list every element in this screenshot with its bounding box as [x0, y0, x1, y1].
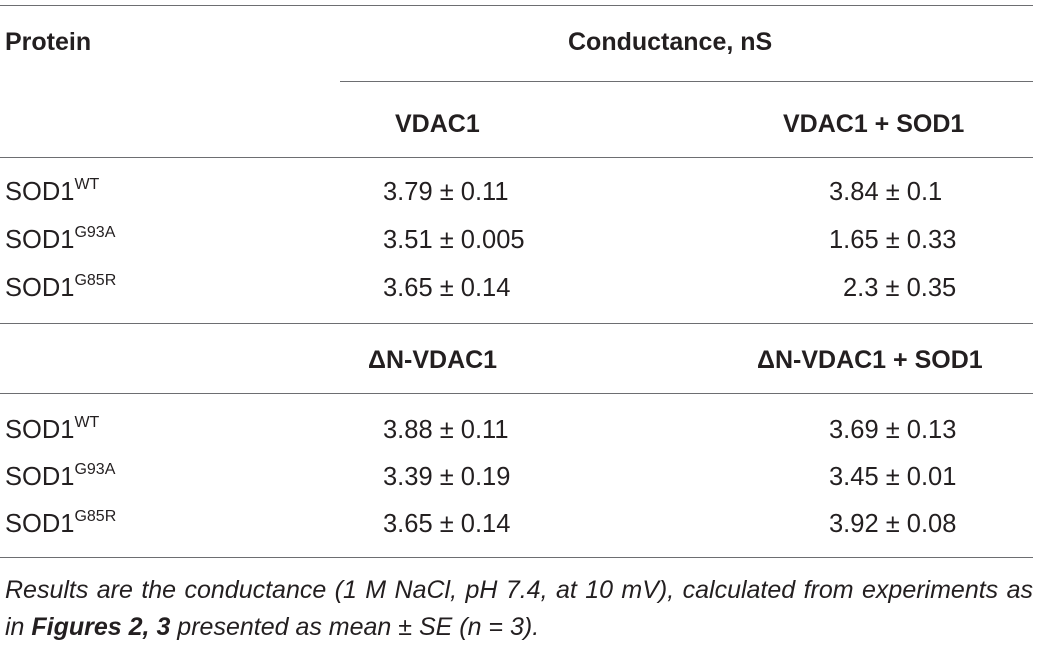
vdac1-sod1-value: 3.84 ± 0.1	[829, 178, 943, 206]
protein-cell: SOD1G93A	[5, 461, 116, 491]
dn-vdac1-sod1-column-header: ΔN-VDAC1 + SOD1	[757, 346, 983, 374]
section2-header-rule	[0, 393, 1033, 394]
vdac1-sod1-column-header: VDAC1 + SOD1	[783, 110, 965, 138]
dn-vdac1-value: 3.39 ± 0.19	[383, 463, 511, 491]
figure-reference: Figures 2, 3	[31, 613, 171, 641]
dn-vdac1-sod1-value: 3.92 ± 0.08	[829, 510, 957, 538]
protein-column-header: Protein	[5, 28, 92, 56]
protein-cell: SOD1G85R	[5, 508, 117, 538]
protein-cell: SOD1G93A	[5, 224, 116, 254]
table-top-rule	[0, 5, 1033, 6]
table-bottom-rule	[0, 557, 1033, 558]
vdac1-value: 3.51 ± 0.005	[383, 226, 525, 254]
vdac1-value: 3.65 ± 0.14	[383, 274, 511, 302]
conductance-header: Conductance, nS	[568, 28, 773, 56]
table-footnote: Results are the conductance (1 M NaCl, p…	[5, 576, 1033, 641]
protein-cell: SOD1G85R	[5, 272, 117, 302]
protein-cell: SOD1WT	[5, 176, 100, 206]
dn-vdac1-value: 3.88 ± 0.11	[383, 416, 509, 444]
dn-vdac1-value: 3.65 ± 0.14	[383, 510, 511, 538]
dn-vdac1-sod1-value: 3.45 ± 0.01	[829, 463, 957, 491]
header-bottom-rule	[0, 157, 1033, 158]
conductance-underline	[340, 81, 1033, 82]
vdac1-sod1-value: 2.3 ± 0.35	[843, 274, 957, 302]
vdac1-column-header: VDAC1	[395, 110, 480, 138]
dn-vdac1-sod1-value: 3.69 ± 0.13	[829, 416, 957, 444]
vdac1-sod1-value: 1.65 ± 0.33	[829, 226, 957, 254]
protein-cell: SOD1WT	[5, 414, 100, 444]
vdac1-value: 3.79 ± 0.11	[383, 178, 509, 206]
dn-vdac1-column-header: ΔN-VDAC1	[368, 346, 498, 374]
section-divider-rule	[0, 323, 1033, 324]
